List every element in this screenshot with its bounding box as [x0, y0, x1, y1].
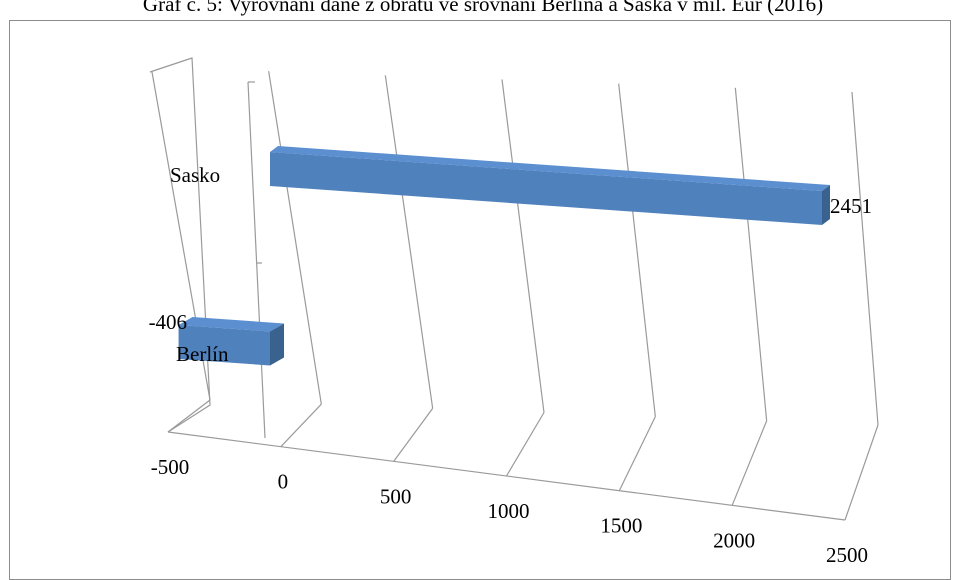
gridline-back	[734, 87, 768, 421]
data-label: -406	[149, 310, 188, 334]
bar-chart-3d: -500 0 500 1000 1500 2000 2500 -406 Berlín 2451 Sa…	[149, 57, 879, 565]
gridline-floor	[393, 407, 434, 462]
data-label: 2451	[830, 194, 872, 218]
bar-side-face	[270, 323, 284, 366]
x-tick-label: 2500	[826, 543, 868, 565]
x-tick-label: 1500	[600, 514, 642, 538]
x-tick-label: 500	[380, 484, 412, 508]
category-label: Berlín	[176, 342, 229, 366]
gridline-back	[501, 79, 545, 413]
gridline-back	[268, 71, 322, 405]
category-label: Sasko	[170, 163, 220, 187]
bar	[270, 152, 822, 225]
side-wall	[149, 57, 211, 433]
bar-top-face	[270, 146, 830, 191]
floor-front-edge	[167, 431, 846, 521]
chart-title: Graf č. 5: Vyrovnání daně z obratu ve sr…	[142, 0, 824, 16]
bar	[178, 325, 270, 366]
x-tick-label: -500	[151, 455, 190, 479]
category-axis	[247, 81, 266, 439]
gridline-floor	[505, 412, 545, 477]
gridline-floor	[280, 403, 322, 448]
gridline-back	[618, 83, 656, 417]
gridline-floor	[618, 416, 656, 491]
gridline-floor	[844, 424, 879, 521]
gridline-back	[384, 75, 434, 409]
gridline-floor	[167, 399, 211, 433]
gridline-floor	[731, 420, 768, 506]
x-tick-label: 2000	[713, 528, 755, 552]
x-tick-label: 1000	[488, 499, 530, 523]
bar-top-face	[178, 317, 284, 332]
bar-side-face	[822, 185, 830, 225]
x-tick-label: 0	[278, 470, 289, 494]
gridline-back	[851, 91, 879, 426]
